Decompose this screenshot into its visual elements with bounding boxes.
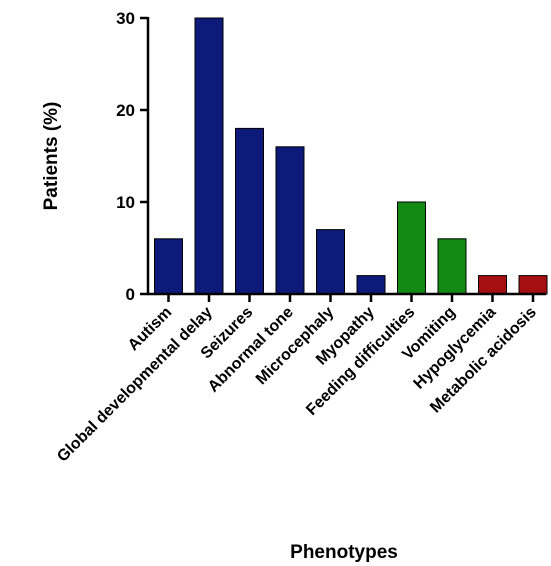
y-tick-label: 0 <box>126 285 135 304</box>
x-tick-label: Global developmental delay <box>54 304 216 466</box>
bar <box>316 229 345 295</box>
bars <box>154 17 548 295</box>
bar <box>437 238 467 295</box>
bar <box>194 17 224 295</box>
bar <box>518 275 548 295</box>
y-axis-title: Patients (%) <box>41 102 62 211</box>
y-tick-label: 10 <box>116 193 135 212</box>
bar <box>154 238 183 295</box>
x-axis-title: Phenotypes <box>290 542 398 563</box>
bar <box>275 146 305 295</box>
y-tick-label: 30 <box>116 9 135 28</box>
y-tick-label: 20 <box>116 101 135 120</box>
y-axis: 0 10 20 30 <box>116 9 150 304</box>
bar <box>235 127 264 295</box>
bar <box>356 275 386 295</box>
bar <box>478 275 507 295</box>
bar <box>397 201 426 295</box>
